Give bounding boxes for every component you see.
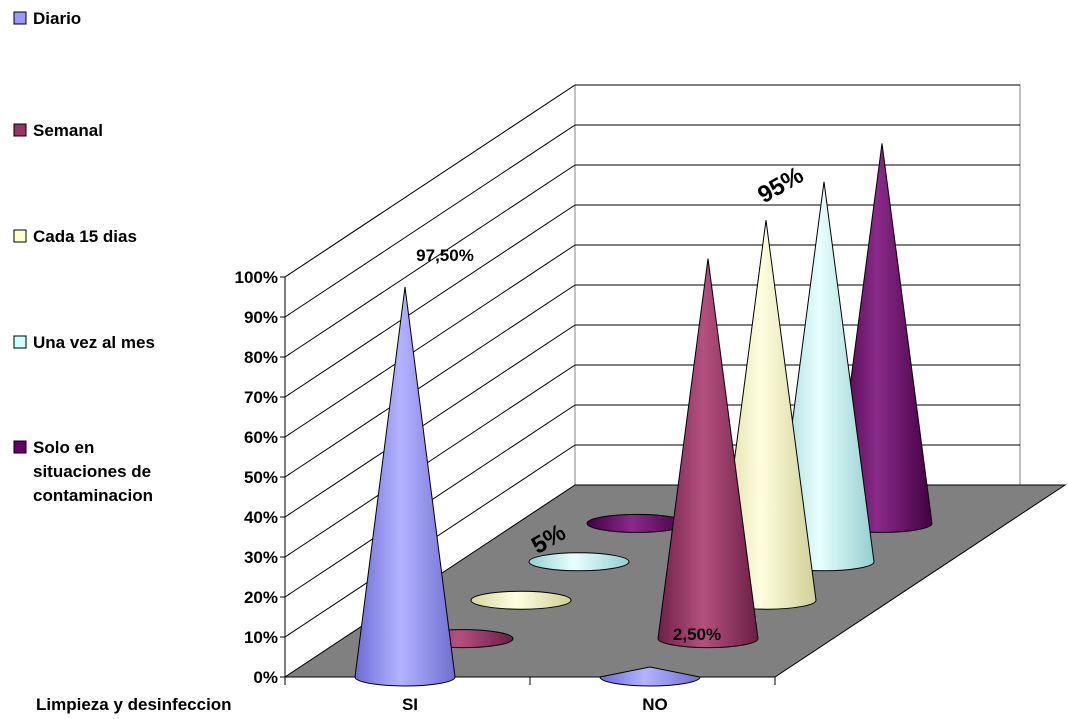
data-label: 2,50% [673,625,721,644]
gridline [284,84,576,278]
cones [354,143,933,687]
cone-0-1 [599,666,701,687]
legend-label: Diario [33,9,81,28]
y-tick-label: 90% [244,308,278,327]
cone-3-0 [528,552,630,572]
y-tick-label: 80% [244,348,278,367]
y-axis: 0% 10% 20% 30% 40% 50% 60% 70% 80% 90% 100% [235,268,286,687]
y-tick-label: 20% [244,588,278,607]
gridlines [284,84,1020,638]
cone-0-0 [354,286,456,687]
cone-2-0 [470,590,572,610]
y-tick-label: 70% [244,388,278,407]
y-tick-label: 100% [235,268,278,287]
gridline [284,164,576,358]
cone-1-1 [657,258,759,649]
x-tick-label: NO [642,695,668,714]
x-tick-label: SI [402,695,418,714]
legend-swatch [13,123,27,137]
data-label: 97,50% [416,246,474,265]
legend-swatch [13,229,27,243]
y-tick-label: 40% [244,508,278,527]
y-tick-label: 50% [244,468,278,487]
gridline [284,204,576,398]
gridline [284,324,576,518]
gridline [284,284,576,478]
y-tick-label: 0% [253,668,278,687]
gridline [284,124,576,318]
legend-label: Semanal [33,121,103,140]
legend: Diario Semanal Cada 15 dias Una vez al mes S… [13,9,155,505]
legend-label: Una vez al mes [33,333,155,352]
legend-swatch [13,440,27,454]
y-tick-label: 10% [244,628,278,647]
gridline [284,244,576,438]
legend-label: Cada 15 dias [33,227,137,246]
y-tick-label: 30% [244,548,278,567]
legend-swatch [13,11,27,25]
legend-swatch [13,335,27,349]
y-tick-label: 60% [244,428,278,447]
gridline [284,364,576,558]
legend-label: Solo en situaciones de contaminacion [33,438,153,505]
x-axis-title: Limpieza y desinfeccion [36,695,232,714]
